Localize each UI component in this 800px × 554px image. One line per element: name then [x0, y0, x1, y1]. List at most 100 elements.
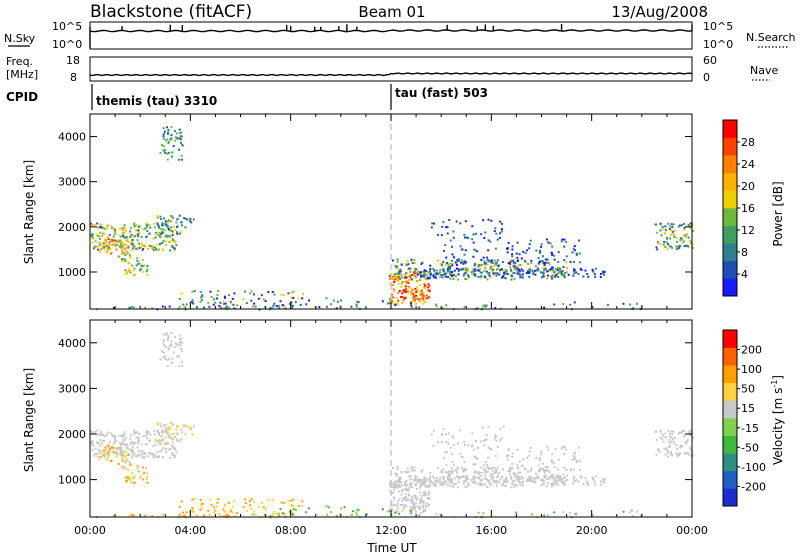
- scatter-cell: [161, 231, 164, 234]
- scatter-cell: [430, 433, 433, 436]
- scatter-cell: [506, 251, 509, 254]
- scatter-cell: [159, 358, 162, 361]
- scatter-cell: [176, 424, 179, 427]
- scatter-cell: [407, 475, 410, 478]
- scatter-cell: [169, 240, 172, 243]
- scatter-cell: [530, 469, 533, 472]
- scatter-cell: [509, 473, 512, 476]
- scatter-cell: [430, 480, 432, 483]
- scatter-cell: [142, 270, 145, 273]
- scatter-cell: [523, 260, 526, 262]
- scatter-cell: [121, 457, 123, 460]
- time-tick-label: 08:00: [275, 524, 307, 537]
- scatter-cell: [419, 276, 422, 279]
- scatter-cell: [110, 459, 113, 462]
- scatter-cell: [254, 305, 257, 308]
- scatter-cell: [410, 293, 413, 296]
- scatter-cell: [401, 276, 404, 279]
- scatter-cell: [456, 486, 459, 489]
- scatter-cell: [493, 467, 496, 470]
- scatter-cell: [151, 307, 154, 310]
- scatter-cell: [551, 253, 554, 256]
- scatter-cell: [123, 465, 126, 468]
- scatter-cell: [403, 289, 405, 292]
- scatter-cell: [343, 506, 346, 509]
- freq-label: Freq.: [6, 55, 33, 68]
- scatter-cell: [528, 454, 531, 457]
- scatter-cell: [244, 290, 247, 293]
- scatter-cell: [436, 233, 439, 236]
- scatter-cell: [156, 455, 159, 458]
- scatter-cell: [518, 273, 521, 276]
- scatter-cell: [106, 224, 109, 227]
- scatter-cell: [162, 351, 165, 354]
- scatter-cell: [464, 476, 467, 479]
- scatter-cell: [425, 480, 428, 483]
- scatter-cell: [540, 453, 543, 456]
- scatter-cell: [155, 232, 158, 235]
- scatter-cell: [125, 476, 128, 479]
- scatter-cell: [429, 475, 432, 478]
- scatter-cell: [181, 224, 184, 227]
- scatter-cell: [139, 269, 142, 272]
- scatter-cell: [109, 240, 112, 243]
- scatter-cell: [683, 245, 686, 248]
- scatter-cell: [561, 477, 564, 480]
- scatter-cell: [513, 483, 516, 486]
- scatter-cell: [213, 506, 215, 509]
- scatter-cell: [143, 264, 146, 267]
- scatter-cell: [145, 235, 148, 238]
- power-scatter: [90, 125, 694, 311]
- scatter-cell: [413, 507, 416, 510]
- scatter-cell: [480, 276, 483, 279]
- scatter-cell: [283, 293, 286, 296]
- scatter-cell: [408, 486, 411, 489]
- scatter-cell: [172, 225, 175, 228]
- scatter-cell: [123, 455, 126, 458]
- scatter-cell: [433, 222, 435, 225]
- scatter-cell: [390, 507, 393, 510]
- scatter-cell: [253, 293, 255, 296]
- scatter-cell: [91, 431, 94, 434]
- scatter-cell: [506, 273, 509, 275]
- scatter-cell: [158, 433, 160, 436]
- scatter-cell: [146, 247, 149, 250]
- scatter-cell: [493, 437, 496, 440]
- scatter-cell: [559, 267, 562, 270]
- scatter-cell: [479, 482, 482, 485]
- scatter-cell: [97, 434, 100, 437]
- scatter-cell: [242, 298, 245, 301]
- scatter-cell: [393, 480, 396, 483]
- scatter-cell: [163, 235, 166, 238]
- scatter-cell: [563, 476, 566, 479]
- scatter-cell: [562, 510, 565, 513]
- scatter-cell: [466, 475, 469, 478]
- scatter-cell: [472, 255, 475, 258]
- scatter-cell: [531, 480, 534, 483]
- scatter-cell: [125, 250, 128, 253]
- scatter-cell: [137, 433, 140, 435]
- scatter-cell: [395, 480, 398, 483]
- scatter-cell: [553, 462, 556, 465]
- scatter-cell: [662, 435, 665, 438]
- scatter-cell: [477, 269, 480, 272]
- scatter-cell: [669, 435, 671, 438]
- scatter-cell: [97, 248, 100, 251]
- scatter-cell: [229, 510, 232, 513]
- scatter-cell: [659, 222, 662, 225]
- scatter-cell: [427, 277, 430, 280]
- scatter-cell: [178, 232, 181, 235]
- scatter-cell: [141, 258, 144, 261]
- scatter-cell: [119, 244, 122, 247]
- scatter-cell: [509, 268, 512, 271]
- scatter-cell: [192, 302, 195, 305]
- scatter-cell: [441, 470, 443, 473]
- scatter-cell: [516, 269, 519, 271]
- scatter-cell: [449, 473, 452, 476]
- scatter-cell: [556, 480, 559, 483]
- scatter-cell: [99, 430, 102, 433]
- scatter-cell: [632, 307, 635, 310]
- scatter-cell: [133, 223, 136, 226]
- scatter-cell: [216, 294, 219, 296]
- scatter-cell: [450, 453, 453, 456]
